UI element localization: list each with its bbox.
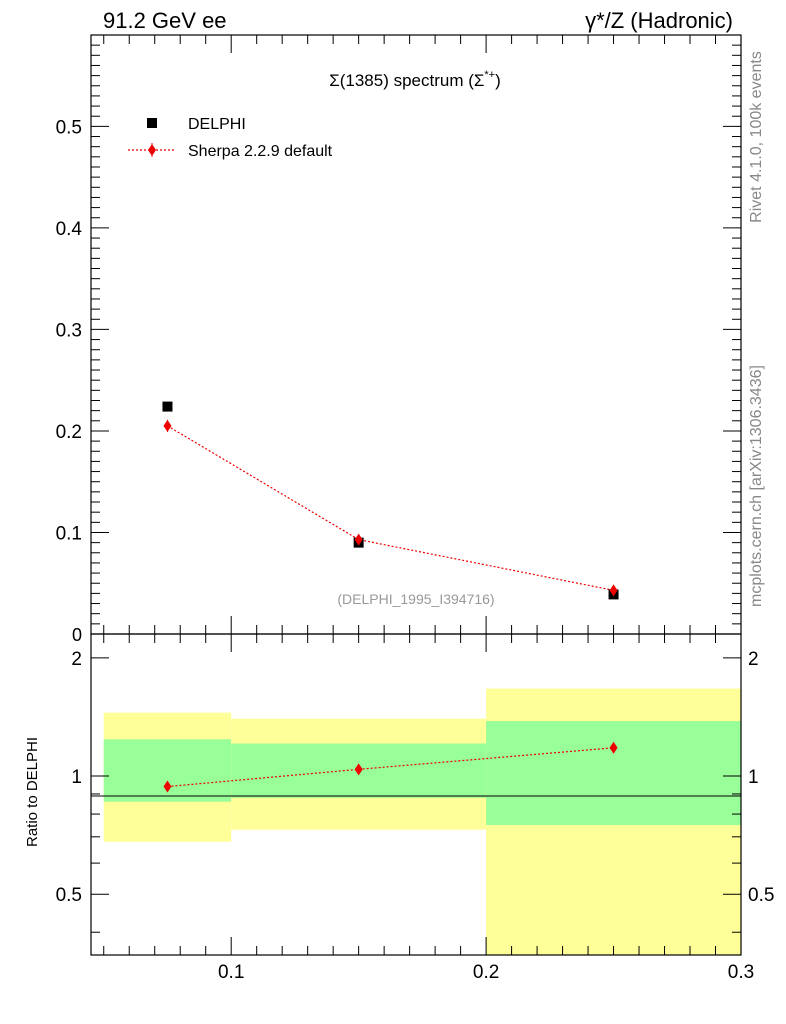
- ratio-mc-point: [354, 763, 363, 776]
- main-y-tick-label: 0.1: [56, 523, 82, 544]
- main-y-tick-label: 0.3: [56, 320, 82, 341]
- ratio-uncertainty-bands: [103, 688, 741, 955]
- mc-point: [354, 533, 363, 546]
- legend-mc-label: Sherpa 2.2.9 default: [188, 143, 333, 160]
- main-series-layer: [162, 401, 619, 600]
- ratio-y-tick-label-left: 2: [71, 649, 82, 670]
- ratio-y-axis-label: Ratio to DELPHI: [24, 737, 41, 847]
- ratio-frame: [90, 633, 742, 956]
- plot-title-main: Σ(1385) spectrum (Σ: [329, 71, 484, 90]
- plot-title-sup: *+: [484, 69, 495, 81]
- ratio-x-tick-label: 0.2: [473, 962, 499, 983]
- ratio-x-tick-label: 0.1: [218, 962, 244, 983]
- energy-label: 91.2 GeV ee: [103, 8, 227, 33]
- mc-point: [609, 584, 618, 597]
- legend: DELPHI Sherpa 2.2.9 default: [128, 116, 333, 160]
- ratio-mc-point: [609, 741, 618, 754]
- ratio-axis-ticks: [91, 634, 742, 955]
- ratio-series-layer: [163, 741, 618, 793]
- main-plot-panel: 0.1 0.2 0.3 0.4 0.5 Σ(1385) spectrum (Σ*+) D…: [56, 34, 742, 635]
- ratio-band-inner: [486, 721, 741, 826]
- mc-point: [163, 419, 172, 432]
- ratio-y-tick-label-left: 0.5: [56, 885, 82, 906]
- ratio-x-tick-label: 0.3: [728, 962, 754, 983]
- ratio-y-tick-label-right: 2: [748, 649, 759, 670]
- ratio-y-tick-labels: 0.5 0.5 1 1 2 2: [56, 649, 775, 906]
- main-y-tick-label: 0.4: [56, 219, 83, 240]
- ratio-y-tick-label-right: 1: [748, 767, 759, 788]
- rivet-label: Rivet 4.1.0, 100k events: [748, 51, 765, 223]
- plot-title-close: ): [495, 71, 501, 90]
- main-axis-ticks: [91, 34, 742, 634]
- main-y-tick-labels: 0.1 0.2 0.3 0.4 0.5: [56, 117, 83, 544]
- main-y-zero-label: 0: [72, 625, 82, 645]
- legend-mc-marker: [148, 144, 156, 156]
- ratio-mc-point: [163, 780, 172, 793]
- data-point: [162, 401, 173, 412]
- main-y-tick-label: 0.5: [56, 117, 82, 138]
- mc-series-line: [167, 425, 614, 591]
- ratio-plot-panel: 0.5 0.5 1 1 2 2 0.1 0.2 0.3 Ratio to DELPHI: [24, 633, 775, 983]
- ratio-x-tick-labels: 0.1 0.2 0.3: [218, 962, 754, 983]
- legend-data-marker: [147, 118, 157, 128]
- process-label: γ*/Z (Hadronic): [585, 8, 733, 33]
- ratio-y-tick-label-left: 1: [71, 767, 82, 788]
- plot-title: Σ(1385) spectrum (Σ*+): [329, 69, 501, 90]
- ratio-y-tick-label-right: 0.5: [748, 885, 774, 906]
- legend-data-label: DELPHI: [188, 116, 246, 133]
- main-y-tick-label: 0.2: [56, 422, 82, 443]
- analysis-tag: (DELPHI_1995_I394716): [337, 591, 494, 607]
- mcplots-label: mcplots.cern.ch [arXiv:1306.3436]: [748, 365, 765, 607]
